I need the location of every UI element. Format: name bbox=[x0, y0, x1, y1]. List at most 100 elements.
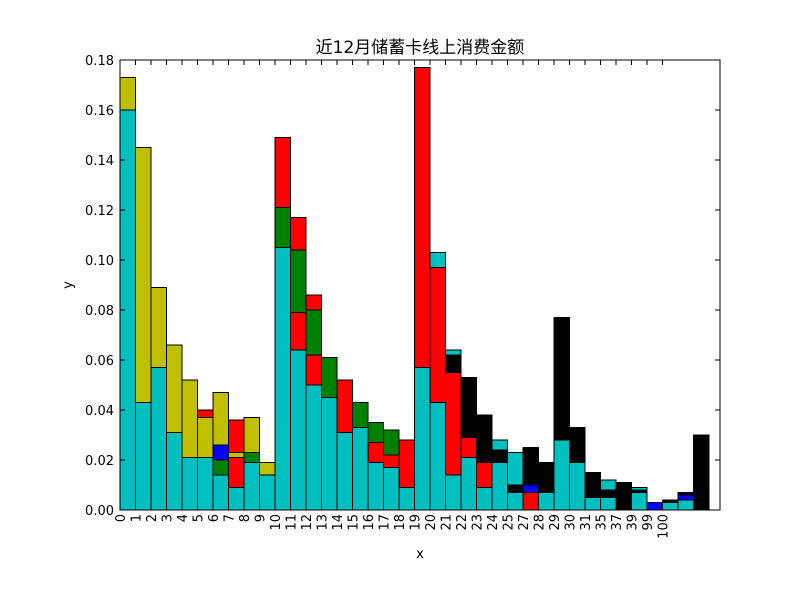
bar-segment bbox=[677, 492, 694, 496]
bar-segment bbox=[367, 422, 384, 443]
x-tick-label: 17 bbox=[378, 514, 393, 531]
bar-segment bbox=[212, 392, 229, 446]
bar-segment bbox=[414, 367, 431, 511]
bar-segment bbox=[398, 487, 415, 511]
bar-segment bbox=[615, 482, 632, 511]
bar-segment bbox=[538, 462, 555, 493]
x-tick-label: 18 bbox=[393, 514, 408, 531]
bar-segment bbox=[336, 379, 353, 433]
x-tick-label: 23 bbox=[471, 514, 486, 531]
x-tick-label: 13 bbox=[316, 514, 331, 531]
bar-segment bbox=[290, 312, 307, 351]
x-tick-label: 7 bbox=[223, 514, 238, 522]
bar-segment bbox=[305, 294, 322, 311]
bar-segment bbox=[383, 454, 400, 468]
bar-segment bbox=[181, 379, 198, 458]
bar-segment bbox=[584, 497, 601, 511]
x-tick-label: 1 bbox=[130, 514, 145, 522]
x-tick-label: 35 bbox=[595, 514, 610, 531]
x-tick-label: 25 bbox=[502, 514, 517, 531]
bar-segment bbox=[491, 462, 508, 511]
x-tick-label: 3 bbox=[161, 514, 176, 522]
bar-segment bbox=[212, 459, 229, 476]
bar-segment bbox=[445, 349, 462, 356]
x-tick-label: 4 bbox=[176, 514, 191, 522]
x-tick-label: 28 bbox=[533, 514, 548, 531]
bar-segment bbox=[290, 249, 307, 313]
bar-segment bbox=[429, 402, 446, 511]
bar-segment bbox=[662, 499, 679, 503]
plot-frame bbox=[119, 59, 721, 511]
bar-segment bbox=[135, 402, 152, 511]
x-tick-label: 16 bbox=[362, 514, 377, 531]
bar-segment bbox=[476, 414, 493, 463]
bar-segment bbox=[569, 427, 586, 463]
bar-segment bbox=[677, 494, 694, 501]
y-axis: 0.00 0.02 0.04 0.06 0.08 0.10 0.12 0.14 0.16 0.18 bbox=[85, 54, 720, 519]
y-tick-label: 0.16 bbox=[85, 104, 114, 119]
bar-segment bbox=[600, 497, 617, 511]
y-tick-label: 0.06 bbox=[85, 354, 114, 369]
bar-segment bbox=[522, 492, 539, 511]
bar-segment bbox=[367, 442, 384, 463]
bar-segment bbox=[383, 429, 400, 456]
bar-segment bbox=[429, 252, 446, 268]
bar-segment bbox=[259, 474, 276, 511]
y-tick-label: 0.04 bbox=[85, 404, 114, 419]
y-tick-label: 0.12 bbox=[85, 204, 114, 219]
bar-segment bbox=[181, 457, 198, 511]
bar-segment bbox=[445, 474, 462, 511]
bar-segment bbox=[445, 354, 462, 373]
y-tick-label: 0.18 bbox=[85, 54, 114, 69]
bar-segment bbox=[243, 417, 260, 453]
bar-segment bbox=[274, 247, 291, 511]
x-axis-title: x bbox=[416, 547, 424, 562]
bar-segment bbox=[305, 354, 322, 386]
bar-segment bbox=[414, 67, 431, 368]
bar-segment bbox=[460, 437, 477, 458]
bar-segment bbox=[228, 452, 245, 458]
x-tick-label: 8 bbox=[238, 514, 253, 522]
bar-segment bbox=[460, 377, 477, 438]
bar-segment bbox=[305, 384, 322, 511]
bar-segment bbox=[584, 472, 601, 498]
x-tick-label: 30 bbox=[564, 514, 579, 531]
bar-segment bbox=[507, 492, 524, 511]
bar-segment bbox=[166, 344, 183, 433]
bar-segment bbox=[600, 489, 617, 498]
bar-segment bbox=[259, 462, 276, 476]
bar-segment bbox=[197, 417, 214, 458]
bar-segment bbox=[352, 402, 369, 428]
x-tick-label: 39 bbox=[626, 514, 641, 531]
x-tick-label: 9 bbox=[254, 514, 269, 522]
bar-segment bbox=[569, 462, 586, 511]
y-tick-label: 0.10 bbox=[85, 254, 114, 269]
bar-segment bbox=[522, 447, 539, 486]
bar-segment bbox=[631, 492, 648, 511]
bar-segment bbox=[290, 217, 307, 251]
bar-segment bbox=[150, 287, 167, 368]
bar-segment bbox=[352, 427, 369, 511]
x-tick-label: 12 bbox=[300, 514, 315, 531]
x-tick-label: 100 bbox=[657, 514, 672, 539]
bar-segment bbox=[507, 484, 524, 493]
bar-segment bbox=[197, 457, 214, 511]
bar-segment bbox=[274, 207, 291, 248]
y-tick-label: 0.14 bbox=[85, 154, 114, 169]
chart-title: 近12月储蓄卡线上消费金额 bbox=[316, 38, 525, 58]
y-axis-title: y bbox=[61, 281, 76, 289]
bars-group bbox=[119, 67, 710, 511]
x-axis: 0 1 2 3 4 5 6 7 8 9 10 11 12 13 14 15 16 17 18 19 20 21 22 23 24… bbox=[114, 60, 672, 539]
y-tick-label: 0.00 bbox=[85, 504, 114, 519]
bar-segment bbox=[228, 487, 245, 511]
bar-segment bbox=[507, 452, 524, 486]
x-tick-label: 27 bbox=[517, 514, 532, 531]
x-tick-label: 31 bbox=[579, 514, 594, 531]
bar-segment bbox=[491, 439, 508, 451]
x-tick-label: 11 bbox=[285, 514, 300, 531]
bar-segment bbox=[662, 502, 679, 511]
x-tick-label: 19 bbox=[409, 514, 424, 531]
bar-segment bbox=[305, 309, 322, 356]
bar-segment bbox=[429, 267, 446, 403]
